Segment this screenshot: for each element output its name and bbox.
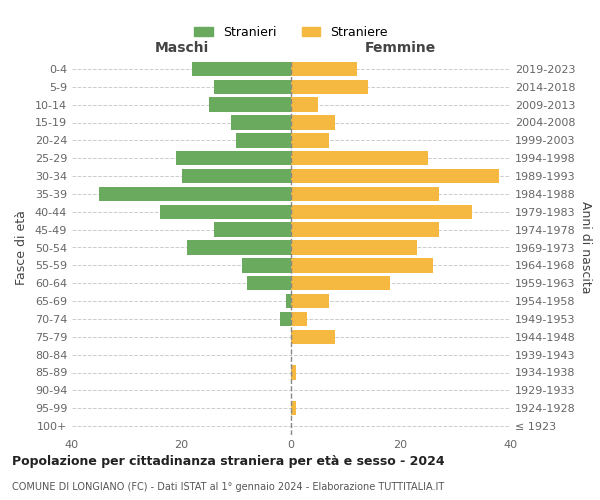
Bar [231,116,291,130]
Bar [291,366,296,380]
Bar [100,187,291,201]
Bar [291,222,439,237]
Bar [291,330,335,344]
Bar [187,240,291,254]
Bar [214,80,291,94]
Bar [291,401,296,415]
Bar [291,294,329,308]
Bar [291,80,368,94]
Bar [291,169,499,183]
Bar [160,204,291,219]
Bar [291,116,335,130]
Text: Popolazione per cittadinanza straniera per età e sesso - 2024: Popolazione per cittadinanza straniera p… [12,455,445,468]
Bar [291,151,428,166]
Text: COMUNE DI LONGIANO (FC) - Dati ISTAT al 1° gennaio 2024 - Elaborazione TUTTITALI: COMUNE DI LONGIANO (FC) - Dati ISTAT al … [12,482,444,492]
Text: Femmine: Femmine [365,40,436,54]
Bar [214,222,291,237]
Bar [236,133,291,148]
Bar [242,258,291,272]
Bar [291,276,389,290]
Y-axis label: Fasce di età: Fasce di età [15,210,28,285]
Text: Maschi: Maschi [154,40,209,54]
Y-axis label: Anni di nascita: Anni di nascita [579,201,592,294]
Bar [209,98,291,112]
Bar [280,312,291,326]
Legend: Stranieri, Straniere: Stranieri, Straniere [189,21,393,44]
Bar [193,62,291,76]
Bar [291,133,329,148]
Bar [291,98,319,112]
Bar [291,187,439,201]
Bar [291,62,356,76]
Bar [291,258,433,272]
Bar [176,151,291,166]
Bar [291,204,472,219]
Bar [291,240,417,254]
Bar [182,169,291,183]
Bar [286,294,291,308]
Bar [247,276,291,290]
Bar [291,312,307,326]
